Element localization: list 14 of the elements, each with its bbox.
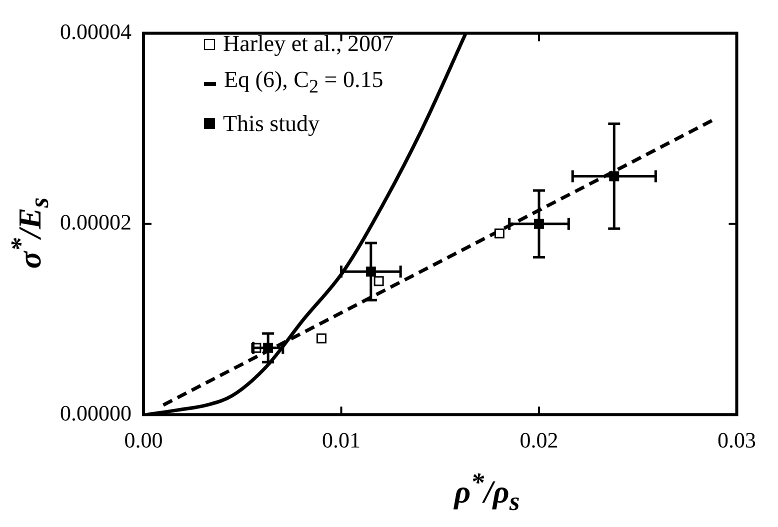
legend-label: Harley et al., 2007	[223, 30, 394, 58]
point	[494, 228, 504, 238]
x-tick-label: 0.02	[520, 428, 558, 453]
x-tick-label: 0.01	[322, 428, 360, 453]
point	[374, 276, 384, 286]
y-tick-label: 0.00002	[60, 210, 132, 235]
legend-label: Eq (6), C$_{2}$ = 0.15	[224, 66, 384, 100]
y-tick-label: 0.00004	[60, 18, 132, 44]
legend-label: This study	[223, 110, 320, 138]
y-tick-label: 0.00000	[60, 400, 132, 426]
point	[316, 333, 326, 344]
x-tick-label: 0.03	[718, 428, 756, 453]
x-axis-title: ρ$^{*}$/ρ$_{s}$	[452, 466, 521, 517]
x-tick-label: 0.00	[124, 428, 163, 453]
